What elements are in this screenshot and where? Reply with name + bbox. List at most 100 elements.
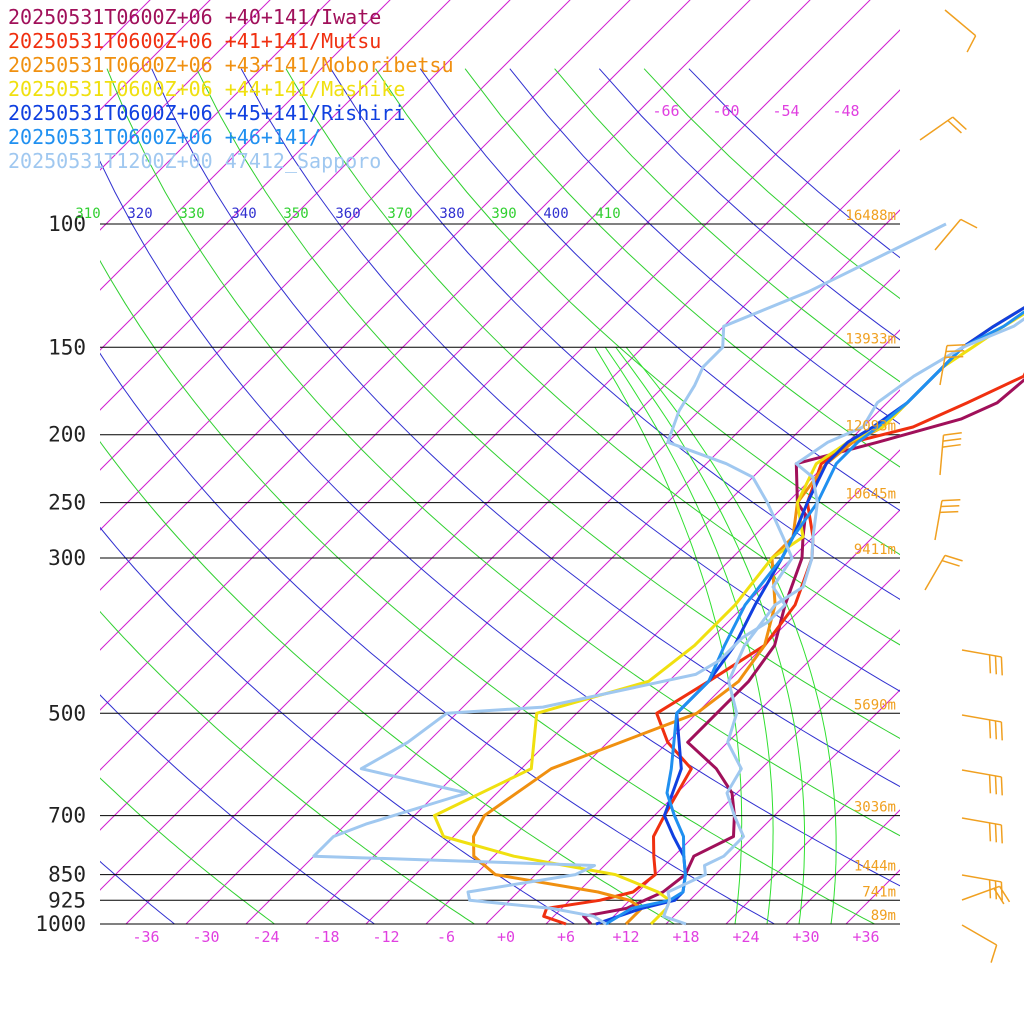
- theta-label: 410: [595, 206, 620, 222]
- legend-entry: 20250531T1200Z+00 47412_Sapporo: [8, 149, 381, 173]
- temperature-tick-label: -24: [252, 928, 279, 946]
- theta-label: 390: [491, 206, 516, 222]
- pressure-tick-label: 200: [48, 423, 86, 447]
- pressure-tick-label: 250: [48, 491, 86, 515]
- wind-barb-staff: [944, 9, 977, 37]
- height-label: 741m: [862, 884, 896, 900]
- wind-barb-flag: [946, 344, 966, 347]
- moist-adiabat-grid: [594, 346, 837, 924]
- temperature-tick-label: -18: [312, 928, 339, 946]
- isotherm-line: [665, 689, 900, 924]
- top-isotherm-label: -48: [832, 102, 859, 120]
- wind-barb-staff: [924, 554, 946, 591]
- temperature-tick-label: -6: [437, 928, 455, 946]
- height-label: 89m: [871, 908, 896, 924]
- dry-adiabat-line: [285, 68, 900, 646]
- wind-barb-flag: [990, 944, 998, 963]
- theta-label: 380: [439, 206, 464, 222]
- dry-adiabat-line: [100, 694, 375, 924]
- temperature-tick-label: +6: [557, 928, 575, 946]
- temperature-tick-label: -30: [192, 928, 219, 946]
- temperature-tick-label: -36: [132, 928, 159, 946]
- temperature-profile: [605, 310, 1024, 926]
- isotherm-line: [906, 0, 1024, 924]
- isotherm-line: [725, 749, 900, 924]
- temperature-profile: [662, 317, 1024, 926]
- theta-label: 320: [127, 206, 152, 222]
- pressure-tick-label: 100: [48, 212, 86, 236]
- height-label: 16488m: [845, 208, 896, 224]
- wind-barb-staff: [961, 885, 1000, 901]
- theta-label: 340: [231, 206, 256, 222]
- wind-barb-flag: [988, 822, 992, 842]
- theta-label: 400: [543, 206, 568, 222]
- wind-barb-flag: [1000, 656, 1003, 676]
- height-label: 1444m: [854, 859, 896, 875]
- pressure-tick-label: 300: [48, 546, 86, 570]
- temperature-tick-label: +18: [672, 928, 699, 946]
- wind-barb-staff: [939, 435, 945, 476]
- sounding-profiles: [312, 222, 1024, 926]
- dry-adiabat-line: [100, 440, 675, 924]
- pressure-tick-label: 150: [48, 335, 86, 359]
- isotherm-line: [100, 0, 451, 351]
- isotherm-line: [305, 329, 900, 924]
- wind-barb-flag: [1000, 721, 1003, 741]
- temperature-tick-label: +0: [497, 928, 515, 946]
- wind-barb: [939, 431, 962, 476]
- dry-adiabat-line: [100, 777, 275, 924]
- wind-barb-flag: [943, 431, 962, 436]
- isotherm-line: [545, 569, 900, 924]
- wind-barb-flag: [1000, 824, 1003, 844]
- top-isotherm-label: -54: [772, 102, 799, 120]
- wind-barb-staff: [961, 874, 1002, 883]
- wind-barb-flag: [944, 355, 964, 359]
- wind-barb-staff: [961, 714, 1002, 723]
- dry-adiabat-line: [240, 68, 900, 692]
- wind-barb: [961, 817, 1003, 844]
- legend: 20250531T0600Z+06 +40+141/Iwate20250531T…: [8, 5, 454, 173]
- wind-barb-staff: [934, 500, 943, 541]
- wind-barb-staff: [939, 345, 948, 386]
- theta-label: 350: [283, 206, 308, 222]
- dry-adiabat-line: [464, 68, 900, 468]
- wind-barb-flag: [966, 35, 977, 53]
- wind-barb-staff: [961, 769, 1002, 778]
- temperature-tick-label: +30: [792, 928, 819, 946]
- dry-adiabat-line: [554, 68, 900, 383]
- isotherm-line: [485, 509, 900, 924]
- wind-barbs: [919, 9, 1011, 963]
- wind-barb-flag: [988, 654, 992, 674]
- wind-barb-flag: [944, 554, 963, 562]
- isotherm-line: [100, 0, 211, 111]
- isotherm-line: [100, 0, 331, 231]
- temperature-tick-label: +24: [732, 928, 759, 946]
- pressure-tick-label: 925: [48, 888, 86, 912]
- height-label: 3036m: [854, 800, 896, 816]
- legend-entry: 20250531T0600Z+06 +40+141/Iwate: [8, 5, 381, 29]
- wind-barb-flag: [994, 655, 998, 675]
- dry-adiabat-line: [100, 526, 575, 924]
- wind-barb: [944, 9, 977, 53]
- legend-entry: 20250531T0600Z+06 +43+141/Noboribetsu: [8, 53, 454, 77]
- wind-barb-flag: [960, 218, 978, 229]
- isotherm-line: [100, 0, 511, 411]
- dry-adiabat-line: [100, 160, 900, 887]
- wind-barb-flag: [1000, 776, 1003, 796]
- dry-adiabat-line: [151, 68, 900, 788]
- wind-barb: [919, 116, 967, 141]
- moist-adiabat-line: [594, 347, 743, 924]
- dry-adiabat-line: [375, 68, 900, 556]
- moist-adiabat-line: [615, 347, 806, 924]
- wind-barb-flag: [942, 443, 961, 448]
- legend-entry: 20250531T0600Z+06 +46+141/: [8, 125, 321, 149]
- wind-barb-staff: [961, 924, 998, 946]
- dry-adiabat-line: [100, 860, 175, 924]
- wind-barb-flag: [994, 775, 998, 795]
- temperature-tick-label: -12: [372, 928, 399, 946]
- legend-entry: 20250531T0600Z+06 +41+141/Mutsu: [8, 29, 381, 53]
- theta-label: 360: [335, 206, 360, 222]
- isotherm-line: [365, 389, 900, 924]
- isobar-lines: [100, 223, 900, 925]
